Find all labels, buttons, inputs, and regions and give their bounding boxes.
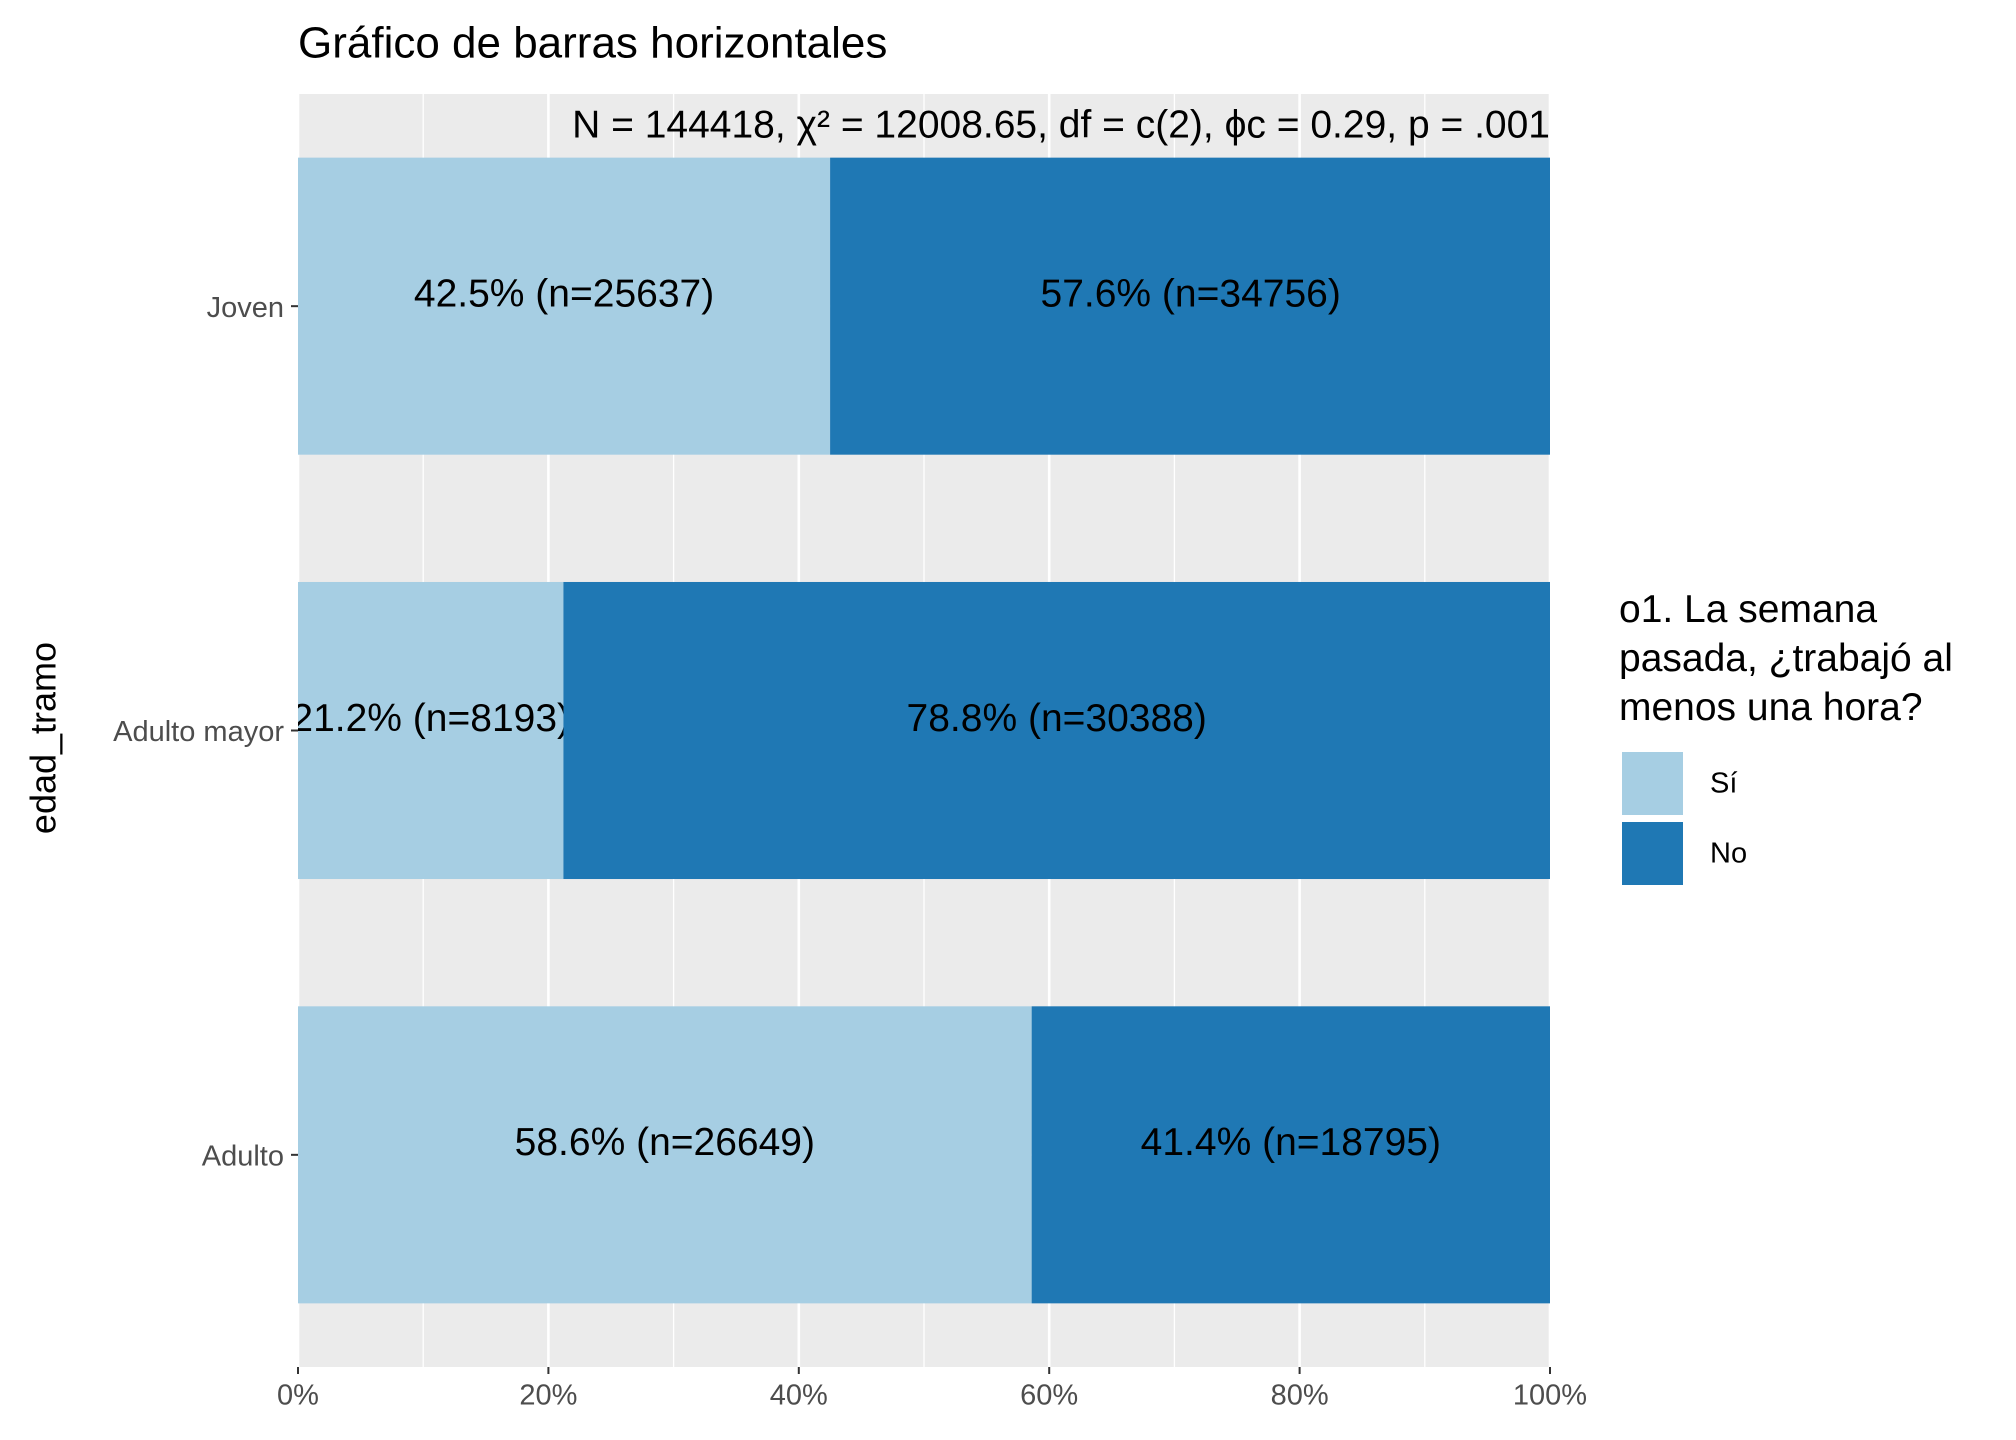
legend: Sí No (1620, 750, 1747, 887)
bar-label: 41.4% (n=18795) (1141, 1121, 1441, 1164)
legend-label: No (1710, 838, 1747, 870)
x-tick-label: 20% (519, 1380, 577, 1412)
chart-title: Gráfico de barras horizontales (298, 19, 887, 68)
legend-label: Sí (1710, 768, 1737, 800)
x-tick-label: 40% (770, 1380, 828, 1412)
y-axis-title: edad_tramo (23, 642, 64, 834)
x-tick-label: 100% (1513, 1380, 1587, 1412)
bar-segment (1031, 1006, 1550, 1304)
bar-label: 78.8% (n=30388) (907, 697, 1207, 740)
bar-label: 21.2% (n=8193) (291, 697, 570, 740)
bar-segment (563, 581, 1550, 880)
legend-key (1620, 750, 1685, 817)
bar-label: 58.6% (n=26649) (515, 1121, 815, 1164)
x-tick-label: 80% (1271, 1380, 1329, 1412)
y-tick-label: Adulto (202, 1140, 284, 1172)
bar-label: 42.5% (n=25637) (414, 272, 714, 315)
legend-key (1620, 820, 1685, 887)
bar-label: 57.6% (n=34756) (1041, 272, 1341, 315)
y-tick-label: Adulto mayor (113, 716, 284, 748)
bar-segment (298, 157, 831, 455)
legend-title: o1. La semana pasada, ¿trabajó al menos un… (1619, 588, 1953, 729)
y-tick-label: Joven (207, 292, 284, 324)
bar-segment (298, 581, 564, 880)
x-tick-label: 60% (1020, 1380, 1078, 1412)
x-tick-label: 0% (277, 1380, 319, 1412)
chart-subtitle: N = 144418, χ² = 12008.65, df = c(2), ϕc… (572, 103, 1550, 146)
bar-segment (830, 157, 1550, 455)
bar-segment (298, 1006, 1032, 1304)
bars: 42.5% (n=25637) 57.6% (n=34756) 21.2% (n=8… (291, 157, 1550, 1304)
